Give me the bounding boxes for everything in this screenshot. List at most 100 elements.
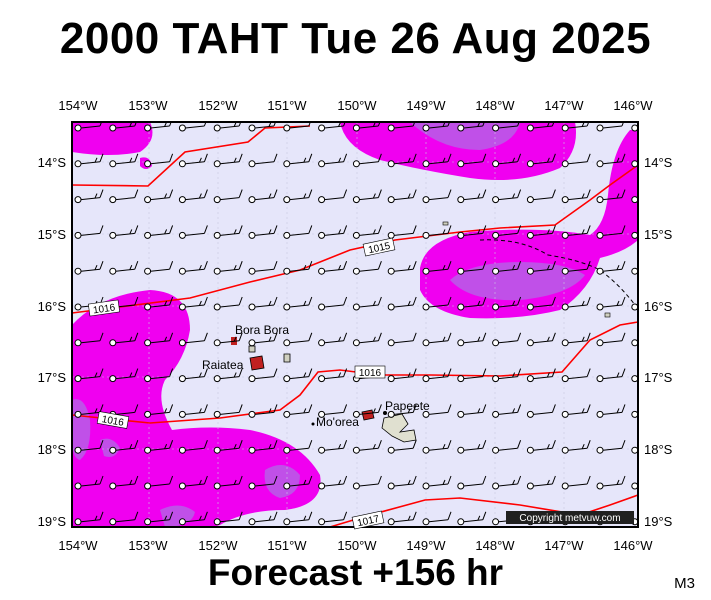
wind-barb — [492, 332, 522, 347]
island-tiny-2 — [604, 312, 611, 318]
copyright-box — [506, 511, 634, 524]
wind-barb — [144, 225, 174, 239]
wind-barb — [178, 296, 208, 311]
wind-barb — [248, 189, 278, 204]
wind-barb — [248, 261, 278, 275]
wind-barb — [387, 261, 417, 275]
wind-barb — [213, 225, 243, 239]
lon-bottom-6: 148°W — [475, 538, 515, 553]
wind-barb — [387, 511, 417, 526]
wind-barb — [526, 332, 556, 347]
wind-barb — [318, 261, 348, 275]
wind-barb — [492, 225, 522, 239]
wind-barb — [144, 440, 174, 454]
island-tahiti — [381, 413, 417, 443]
wind-barb — [352, 296, 382, 311]
rain-area-left-core2 — [264, 465, 300, 498]
isobar-label-1017: 1017 — [356, 514, 380, 529]
lon-top-8: 146°W — [613, 98, 653, 113]
wind-barb — [144, 153, 174, 168]
wind-barb — [283, 511, 313, 526]
wind-barb — [74, 404, 104, 418]
wind-barbs — [74, 122, 638, 526]
wind-barb — [283, 296, 313, 311]
lon-top-1: 153°W — [128, 98, 168, 113]
place-papeete: Papeete — [385, 399, 430, 413]
lat-left-0: 14°S — [38, 155, 67, 170]
wind-barb — [318, 332, 348, 347]
wind-barb — [561, 261, 591, 275]
lon-bottom-3: 151°W — [267, 538, 307, 553]
place-bora-bora: Bora Bora — [235, 323, 289, 337]
lon-bottom-4: 150°W — [337, 538, 377, 553]
wind-barb — [283, 189, 313, 204]
wind-barb — [144, 332, 174, 347]
wind-barb — [283, 225, 313, 239]
wind-barb — [283, 440, 313, 454]
wind-barb — [596, 440, 626, 454]
wind-barb — [283, 122, 311, 132]
lon-top-0: 154°W — [58, 98, 98, 113]
wind-barb — [248, 153, 278, 168]
wind-barb — [318, 440, 348, 454]
wind-barb — [596, 404, 626, 418]
wind-barb — [74, 122, 103, 132]
wind-barb — [422, 404, 452, 418]
wind-barb — [178, 122, 207, 132]
lat-left-3: 17°S — [38, 370, 67, 385]
wind-barb — [74, 475, 104, 490]
wind-barb — [248, 296, 278, 311]
lat-left-5: 19°S — [38, 514, 67, 529]
wind-barb — [144, 296, 174, 311]
wind-barb — [457, 404, 487, 418]
lon-bottom-8: 146°W — [613, 538, 653, 553]
wind-barb — [352, 440, 382, 454]
wind-barb — [596, 225, 626, 239]
island-raiatea — [249, 355, 265, 371]
wind-barb — [492, 404, 522, 418]
lat-left-4: 18°S — [38, 442, 67, 457]
forecast-label: Forecast +156 hr — [207, 552, 504, 593]
rain-area-top-center — [340, 122, 576, 181]
map-title: 2000 TAHT Tue 26 Aug 2025 — [59, 14, 652, 63]
wind-barb — [387, 332, 417, 347]
wind-barb — [213, 475, 243, 490]
wind-barb — [352, 225, 382, 239]
wind-barb — [109, 189, 139, 204]
lon-axis-bottom: 154°W 153°W 152°W 151°W 150°W 149°W 148°… — [58, 538, 653, 553]
wind-barb — [387, 475, 417, 490]
copyright-text: Copyright metvuw.com — [519, 513, 620, 524]
wind-barb — [74, 332, 104, 347]
wind-barb — [596, 332, 626, 347]
wind-barb — [526, 296, 556, 311]
wind-barb — [422, 225, 452, 239]
wind-barb — [526, 404, 556, 418]
wind-barb — [74, 225, 104, 239]
wind-barb — [109, 122, 137, 132]
wind-barb — [283, 475, 313, 490]
wind-barb — [74, 153, 104, 168]
wind-barb — [144, 261, 174, 275]
wind-barb — [352, 332, 382, 347]
wind-barb — [74, 189, 104, 204]
wind-barb — [561, 225, 591, 239]
lon-top-6: 148°W — [475, 98, 515, 113]
wind-barb — [283, 404, 313, 418]
wind-barb — [318, 368, 348, 383]
wind-barb — [561, 332, 591, 347]
wind-barb — [492, 261, 522, 275]
wind-barb — [457, 225, 487, 239]
wind-barb — [526, 153, 556, 168]
wind-barb — [457, 475, 487, 490]
wind-barb — [526, 122, 555, 132]
wind-barb — [492, 368, 522, 383]
wind-barb — [352, 189, 382, 204]
rain-area-left — [72, 290, 321, 527]
wind-barb — [457, 511, 487, 526]
wind-barb — [144, 475, 174, 490]
lat-right-2: 16°S — [644, 299, 673, 314]
wind-barb — [178, 225, 208, 239]
wind-barb — [422, 511, 452, 526]
wind-barb — [74, 261, 104, 275]
